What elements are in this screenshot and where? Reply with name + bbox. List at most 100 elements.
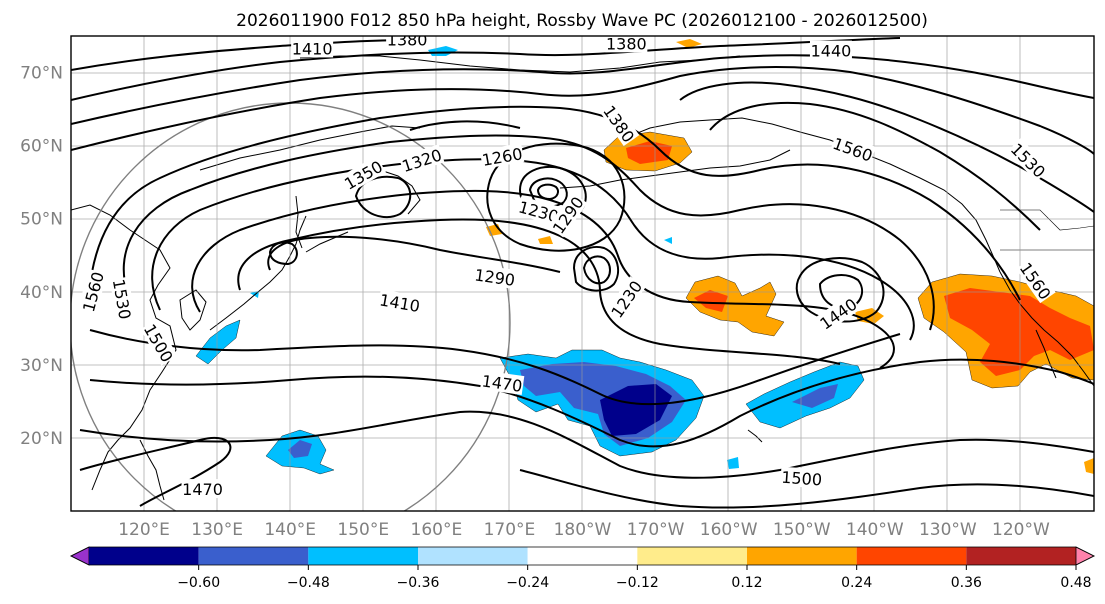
negative-anomaly-east-mid bbox=[792, 384, 838, 408]
latitude-label: 70°N bbox=[20, 64, 63, 84]
contour-label: 1440 bbox=[811, 42, 852, 61]
height-contour-closed bbox=[582, 255, 611, 285]
positive-anomaly-small bbox=[1084, 458, 1094, 474]
positive-anomaly-small bbox=[676, 39, 702, 48]
positive-anomaly-small bbox=[538, 236, 553, 244]
height-contour-closed bbox=[795, 257, 885, 323]
height-contour-closed bbox=[486, 142, 626, 252]
latitude-label: 60°N bbox=[20, 137, 63, 157]
contour-label-background bbox=[605, 36, 648, 53]
colorbar-segments bbox=[70, 546, 1095, 566]
colorbar-tick-label: −0.12 bbox=[616, 575, 659, 591]
height-contour bbox=[89, 358, 1094, 448]
height-contour bbox=[71, 54, 1094, 125]
contour-label: 1470 bbox=[182, 480, 223, 499]
contour-label-background bbox=[472, 264, 518, 289]
contour-label-background bbox=[109, 276, 136, 322]
colorbar-segment bbox=[198, 547, 309, 565]
map-frame bbox=[70, 35, 1095, 512]
contour-label-background bbox=[181, 479, 224, 499]
contour-label-background bbox=[1016, 257, 1056, 304]
colorbar-segment bbox=[308, 547, 418, 565]
height-contour bbox=[71, 37, 901, 101]
figure-title: 2026011900 F012 850 hPa height, Rossby W… bbox=[236, 11, 928, 31]
colorbar-tick-label: 0.24 bbox=[841, 575, 872, 591]
contour-label-background bbox=[140, 319, 178, 366]
contour-label-background bbox=[516, 196, 562, 226]
positive-anomaly-central-core bbox=[694, 290, 728, 312]
contour-label-background bbox=[599, 100, 640, 147]
height-contour-closed bbox=[818, 274, 864, 310]
colorbar-extend-high bbox=[1075, 546, 1095, 566]
positive-anomaly-bering-core bbox=[626, 141, 672, 164]
negative-anomaly-east bbox=[745, 361, 865, 429]
contour-label: 1380 bbox=[606, 34, 647, 53]
contour-label-group: 1470 bbox=[181, 479, 224, 499]
longitude-label: 130°E bbox=[191, 520, 243, 540]
contour-label-group: 1410 bbox=[291, 38, 334, 58]
negative-anomaly-small bbox=[664, 237, 672, 244]
contour-label-background bbox=[386, 36, 429, 49]
contour-label-group: 1440 bbox=[809, 40, 852, 61]
colorbar: −0.60 −0.48 −0.36 −0.24 −0.12 0.12 0.24 0.36 0.4… bbox=[70, 546, 1095, 591]
contour-label: 1410 bbox=[292, 39, 333, 58]
colorbar-segment bbox=[637, 547, 747, 565]
contour-label-group: 1380 bbox=[386, 31, 429, 50]
coastline-kurils bbox=[305, 231, 349, 253]
colorbar-tick-label: −0.60 bbox=[177, 575, 220, 591]
height-contour-closed bbox=[572, 246, 620, 292]
height-contour bbox=[71, 39, 421, 71]
longitude-label: 140°E bbox=[264, 520, 316, 540]
coastline-aleutians bbox=[559, 149, 791, 189]
height-contour-closed bbox=[268, 241, 298, 266]
coastline-philippines bbox=[139, 439, 165, 501]
negative-anomaly-west-mid bbox=[288, 440, 312, 458]
longitude-label: 170°E bbox=[484, 520, 536, 540]
colorbar-segment bbox=[747, 547, 857, 565]
coastline-hawaii bbox=[747, 429, 763, 443]
longitude-label: 160°W bbox=[700, 520, 758, 540]
height-contour bbox=[237, 218, 841, 365]
contour-label-background bbox=[377, 289, 423, 316]
contour-label-background bbox=[547, 192, 588, 238]
coastline-north-america bbox=[999, 271, 1094, 387]
contour-label-background bbox=[780, 466, 824, 489]
longitude-label: 140°W bbox=[846, 520, 904, 540]
contour-label-group: 1500 bbox=[780, 466, 824, 490]
height-contour-closed bbox=[536, 183, 559, 201]
height-contour bbox=[519, 469, 1094, 509]
contour-label-background bbox=[77, 268, 108, 315]
contour-label-background bbox=[291, 38, 334, 58]
colorbar-segment bbox=[89, 547, 199, 565]
colorbar-segment bbox=[856, 547, 967, 565]
gridlines bbox=[71, 36, 1094, 511]
contour-label-background bbox=[815, 293, 861, 334]
contour-label-background bbox=[809, 40, 852, 60]
contour-label-background bbox=[398, 144, 445, 176]
colorbar-ticks: −0.60 −0.48 −0.36 −0.24 −0.12 0.12 0.24 0.36 0.4… bbox=[177, 565, 1092, 591]
map-background bbox=[71, 36, 1094, 511]
contour-label-background bbox=[830, 132, 877, 165]
height-contour bbox=[709, 101, 1041, 231]
height-contour bbox=[71, 66, 1094, 155]
height-contour bbox=[79, 436, 232, 507]
contour-label-background bbox=[606, 276, 646, 322]
height-contour bbox=[409, 120, 521, 131]
colorbar-segment bbox=[527, 547, 638, 565]
coastline-korea bbox=[179, 289, 207, 331]
longitude-label: 150°W bbox=[773, 520, 831, 540]
colorbar-segment bbox=[966, 547, 1076, 565]
colorbar-tick-label: 0.12 bbox=[731, 575, 762, 591]
coastline-okhotsk bbox=[199, 125, 421, 171]
contour-label: 1380 bbox=[387, 31, 428, 50]
latitude-labels: 70°N 60°N 50°N 40°N 30°N 20°N bbox=[20, 64, 63, 449]
contour-label-background bbox=[1007, 138, 1051, 182]
latitude-label: 20°N bbox=[20, 429, 63, 449]
longitude-label: 160°E bbox=[411, 520, 463, 540]
height-contour bbox=[91, 105, 1021, 301]
latitude-label: 30°N bbox=[20, 356, 63, 376]
latitude-label: 40°N bbox=[20, 283, 63, 303]
contour-label-group: 1380 bbox=[605, 34, 648, 53]
